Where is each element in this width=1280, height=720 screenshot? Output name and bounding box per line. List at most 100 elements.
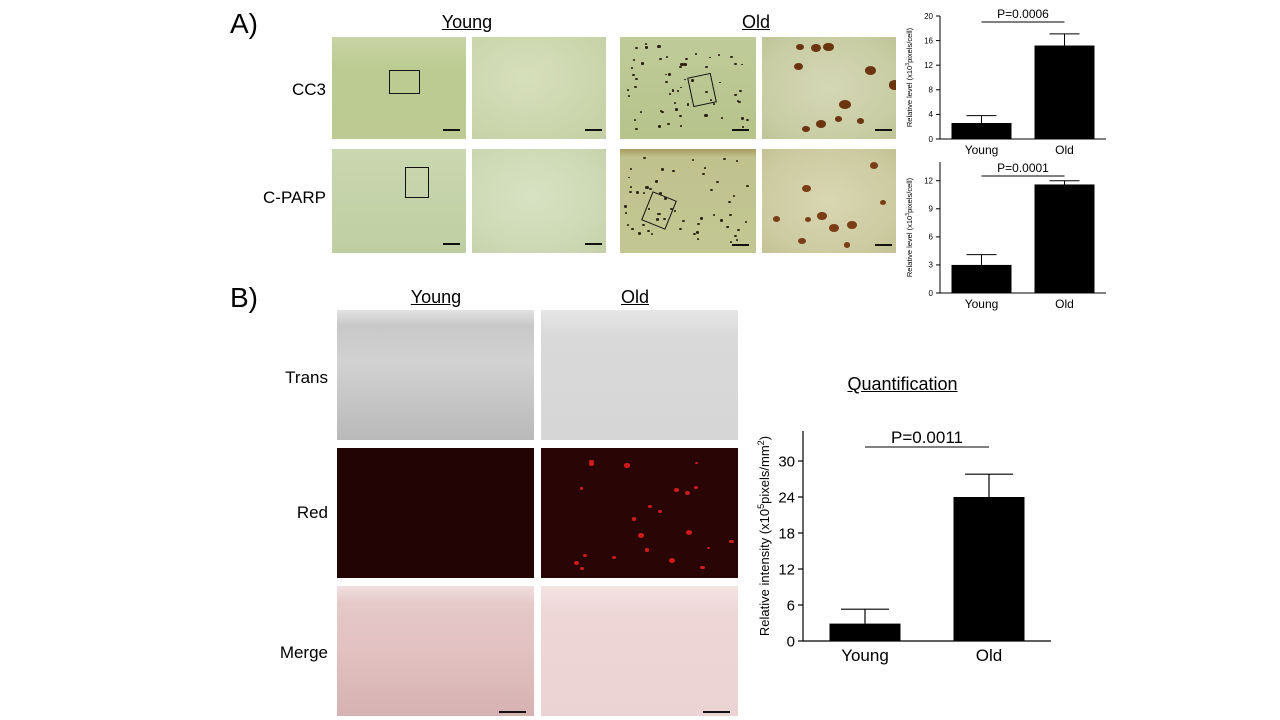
y-tick-label: 18: [778, 525, 795, 542]
cell-speck: [648, 187, 652, 191]
bar-young: [829, 623, 901, 641]
cell-speck: [641, 62, 645, 65]
cell-speck: [626, 89, 629, 91]
cell-speck: [733, 234, 737, 238]
cell-speck: [634, 77, 638, 81]
cparp-old-overview-image: [620, 149, 756, 253]
cell-speck: [654, 180, 658, 183]
cc3-old-zoom-image: [762, 37, 896, 139]
cell-speck: [648, 504, 652, 508]
cell-speck: [697, 222, 701, 226]
cell-speck: [745, 221, 748, 224]
cell-speck: [624, 463, 630, 468]
cell-speck: [625, 211, 628, 214]
cparp-bar-chart: 0 3 6 9 12 Young Old P=0.0001 Relative level (x1…: [905, 161, 1106, 311]
x-tick-label: Young: [841, 646, 889, 665]
cell-speck: [801, 126, 810, 133]
cell-speck: [679, 86, 683, 89]
cell-speck: [707, 546, 711, 550]
cell-speck: [702, 173, 706, 176]
cell-speck: [659, 57, 663, 61]
cell-speck: [669, 207, 673, 211]
cell-speck: [798, 237, 806, 244]
cell-speck: [729, 241, 733, 244]
cell-speck: [664, 73, 667, 76]
x-tick-label: Young: [965, 297, 999, 311]
cell-speck: [631, 517, 637, 521]
cell-speck: [708, 56, 711, 59]
x-tick-label: Young: [965, 143, 999, 157]
cell-speck: [710, 188, 713, 191]
cell-speck: [811, 44, 822, 53]
cell-speck: [742, 126, 745, 129]
cell-speck: [716, 180, 719, 184]
cell-speck: [834, 115, 843, 123]
cell-speck: [690, 79, 694, 82]
cell-speck: [817, 212, 827, 220]
cell-speck: [668, 73, 672, 76]
cell-speck: [658, 192, 663, 195]
bar-old: [1034, 45, 1095, 139]
y-tick-label: 8: [929, 86, 934, 95]
cell-speck: [694, 52, 698, 56]
cell-speck: [631, 228, 634, 231]
cell-speck: [664, 80, 669, 84]
cell-speck: [630, 67, 634, 70]
cell-speck: [611, 555, 617, 560]
cell-speck: [733, 93, 737, 96]
cell-speck: [847, 221, 857, 230]
cell-speck: [694, 486, 699, 490]
cell-speck: [644, 43, 647, 45]
cell-speck: [730, 55, 734, 59]
merge-old-image: [541, 586, 738, 716]
cell-speck: [668, 557, 675, 563]
panel-b-old-header: Old: [620, 287, 649, 307]
cell-speck: [745, 119, 749, 122]
y-tick-label: 0: [787, 633, 795, 650]
panel-a-old-header: Old: [741, 12, 770, 32]
cell-speck: [638, 533, 644, 539]
cell-speck: [719, 218, 724, 222]
cell-speck: [729, 539, 734, 544]
cell-speck: [627, 94, 631, 97]
cell-speck: [704, 114, 708, 118]
y-tick-label: 6: [929, 233, 934, 242]
cell-speck: [589, 459, 595, 464]
bar-old: [1034, 184, 1095, 293]
cell-speck: [665, 56, 669, 59]
bar-young: [951, 264, 1012, 293]
cell-speck: [650, 233, 654, 236]
cell-speck: [700, 216, 704, 220]
cell-speck: [691, 158, 695, 161]
y-tick-label: 12: [778, 561, 795, 578]
cell-speck: [684, 78, 687, 81]
cell-speck: [648, 207, 651, 210]
cell-speck: [635, 47, 639, 50]
panel-b-young-header: Young: [410, 287, 462, 307]
cc3-young-overview-image: [332, 37, 466, 139]
cell-speck: [660, 168, 665, 172]
cell-speck: [656, 218, 660, 221]
cell-speck: [676, 90, 680, 93]
cell-speck: [645, 186, 649, 190]
cell-speck: [709, 98, 713, 101]
cell-speck: [795, 43, 804, 51]
quantification-title: Quantification: [847, 374, 958, 394]
cell-speck: [737, 229, 740, 232]
y-tick-label: 3: [929, 261, 934, 270]
cell-speck: [888, 80, 896, 90]
quantification-bar-chart: 0 6 12 18 24 30 Young Old P=0.0011 Relative inten…: [756, 428, 1051, 665]
cell-speck: [713, 103, 716, 105]
cell-speck: [727, 200, 731, 204]
panel-a-label: A): [230, 8, 258, 39]
cell-speck: [632, 59, 635, 61]
cell-speck: [857, 118, 865, 124]
cell-speck: [657, 45, 661, 48]
cell-speck: [717, 54, 720, 57]
x-tick-label: Old: [1055, 143, 1074, 157]
y-tick-label: 16: [924, 36, 933, 45]
cell-speck: [704, 66, 708, 69]
cell-speck: [773, 215, 781, 222]
cell-speck: [641, 223, 646, 227]
bar-old: [953, 497, 1025, 641]
